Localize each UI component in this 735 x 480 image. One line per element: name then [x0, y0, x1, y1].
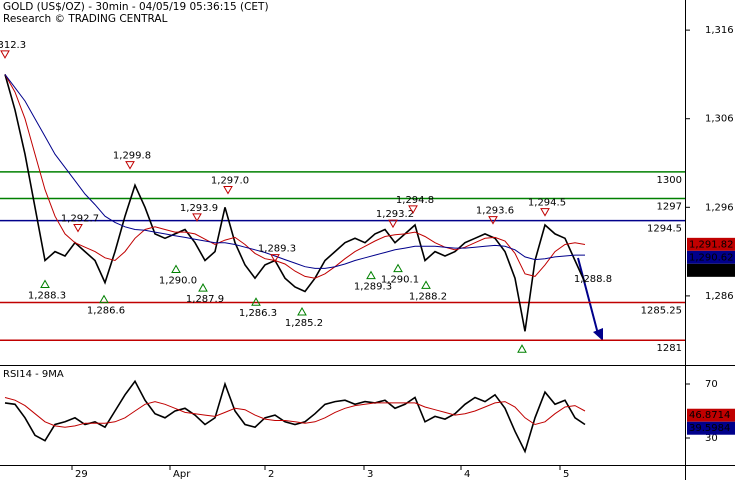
peak-label: 1,294.8	[396, 195, 434, 206]
x-tick-label: 5	[563, 469, 569, 480]
series-line	[4, 379, 586, 454]
y-tick-label: 1,286	[705, 291, 734, 302]
trough-label: 1,286.3	[239, 308, 277, 319]
last-value-box	[687, 408, 735, 422]
y-tick-label: 1,316	[705, 25, 734, 36]
trough-marker	[251, 297, 261, 306]
peak-marker	[408, 205, 418, 214]
last-value-label: 46.8714	[689, 410, 730, 421]
y-tick-label: 1,296	[705, 202, 734, 213]
trough-marker	[198, 283, 208, 292]
trough-marker	[171, 264, 181, 273]
arrow-head	[593, 328, 603, 341]
trough-marker	[421, 280, 431, 289]
peak-marker	[270, 254, 280, 263]
x-tick-label: 3	[367, 469, 373, 480]
trough-marker	[40, 279, 50, 289]
peak-label: 1,293.2	[376, 209, 414, 220]
trough-marker	[517, 344, 527, 353]
last-value-label: 1,290.62	[689, 252, 734, 263]
peak-marker	[73, 224, 83, 233]
trough-marker	[393, 263, 403, 273]
series-line	[4, 74, 586, 279]
peak-label: 1,293.9	[180, 203, 218, 214]
peak-marker	[488, 216, 498, 225]
price-label: 1,288.8	[574, 274, 612, 285]
last-value-box	[687, 421, 735, 435]
y-tick-label: 1,306	[705, 114, 734, 125]
trough-label: 1,290.1	[381, 275, 419, 286]
last-value-label: 1,289.26	[689, 265, 734, 276]
last-value-label: 1,291.82	[689, 239, 734, 250]
trough-label: 1,285.2	[285, 318, 323, 329]
peak-label: 1,299.8	[113, 151, 151, 162]
trough-marker	[297, 306, 307, 316]
peak-label: 1,292.7	[61, 214, 99, 225]
peak-marker	[0, 50, 10, 59]
x-tick-label: Apr	[173, 469, 191, 480]
trough-label: 1,289.3	[354, 282, 392, 293]
last-value-box	[687, 263, 735, 277]
series-line	[4, 74, 585, 269]
last-value-label: 39.5984	[689, 423, 730, 434]
last-value-box	[687, 237, 735, 251]
peak-label: 1,294.5	[528, 198, 566, 209]
trough-label: 1,287.9	[186, 294, 224, 305]
panel-title: RSI14 - 9MA	[3, 369, 64, 380]
trough-label: 1,286.6	[87, 306, 125, 317]
chart-subtitle: Research © TRADING CENTRAL	[3, 13, 168, 25]
level-label: 1285.25	[641, 306, 682, 317]
peak-label: 1,297.0	[211, 175, 249, 186]
y-tick-label: 70	[705, 379, 718, 390]
peak-label: 1,289.3	[258, 244, 296, 255]
trough-label: 1,288.2	[409, 291, 447, 302]
series-line	[4, 397, 586, 428]
x-tick-label: 2	[268, 469, 274, 480]
peak-marker	[125, 161, 135, 170]
level-label: 1300	[657, 175, 682, 186]
peak-label: 1,312.3	[0, 40, 26, 51]
peak-marker	[223, 185, 233, 195]
x-tick-label: 4	[464, 469, 470, 480]
y-tick-label: 30	[705, 433, 718, 444]
chart-title: GOLD (US$/OZ) - 30min - 04/05/19 05:36:1…	[3, 1, 269, 13]
forecast-arrow	[577, 257, 599, 335]
peak-marker	[192, 213, 202, 222]
level-label: 1281	[657, 343, 682, 354]
trough-label: 1,290.0	[159, 275, 197, 286]
trough-label: 1,288.3	[28, 291, 66, 302]
peak-label: 1,293.6	[476, 206, 514, 217]
level-label: 1297	[657, 201, 682, 212]
series-line	[4, 74, 586, 332]
peak-marker	[540, 208, 550, 217]
x-tick-label: 29	[75, 469, 88, 480]
level-label: 1294.5	[647, 224, 682, 235]
peak-marker	[388, 219, 398, 229]
trough-marker	[99, 294, 109, 304]
last-value-box	[687, 250, 735, 264]
trough-marker	[366, 270, 376, 280]
